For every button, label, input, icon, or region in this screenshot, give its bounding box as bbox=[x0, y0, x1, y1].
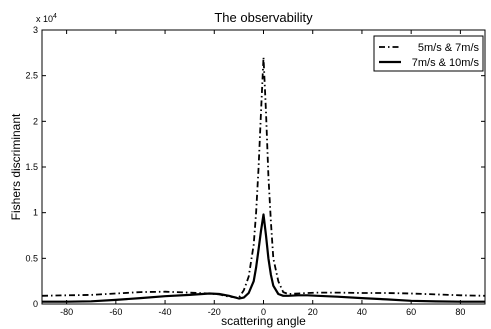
legend-label-2: 7m/s & 10m/s bbox=[412, 57, 480, 69]
y-tick-label: 3 bbox=[33, 25, 38, 35]
plot-area: -80 -60 -40 -20 0 20 40 60 80 0 0.5 1 1.5 2 2.5 3 bbox=[25, 25, 486, 317]
y-tick-label: 2.5 bbox=[25, 71, 38, 81]
y-tick-label: 1 bbox=[33, 208, 38, 218]
x-tick-label: -40 bbox=[159, 307, 172, 317]
legend-label-1: 5m/s & 7m/s bbox=[418, 42, 480, 54]
y-axis-exponent: x 104 bbox=[36, 13, 57, 24]
y-axis-label: Fishers discriminant bbox=[9, 113, 23, 220]
y-exponent-power: 4 bbox=[53, 13, 57, 20]
legend: 5m/s & 7m/s 7m/s & 10m/s bbox=[373, 35, 484, 72]
x-axis-label: scattering angle bbox=[221, 314, 306, 328]
series-line-1 bbox=[41, 56, 486, 299]
x-tick-label: 80 bbox=[455, 307, 465, 317]
y-tick-label: 2 bbox=[33, 116, 38, 126]
x-tick-label: -60 bbox=[109, 307, 122, 317]
y-tick-label: 0 bbox=[33, 299, 38, 309]
x-tick-label: 60 bbox=[406, 307, 416, 317]
x-tick-label: -80 bbox=[60, 307, 73, 317]
x-tick-label: 0 bbox=[261, 307, 266, 317]
legend-box bbox=[373, 35, 484, 72]
x-tick-label: -20 bbox=[208, 307, 221, 317]
y-tick-label: 0.5 bbox=[25, 253, 38, 263]
chart-title: The observability bbox=[214, 10, 313, 25]
x-tick-label: 20 bbox=[308, 307, 318, 317]
y-tick-label: 1.5 bbox=[25, 162, 38, 172]
x-tick-label: 40 bbox=[357, 307, 367, 317]
series-line-2 bbox=[42, 213, 485, 303]
y-exponent-base: x 10 bbox=[36, 14, 53, 24]
